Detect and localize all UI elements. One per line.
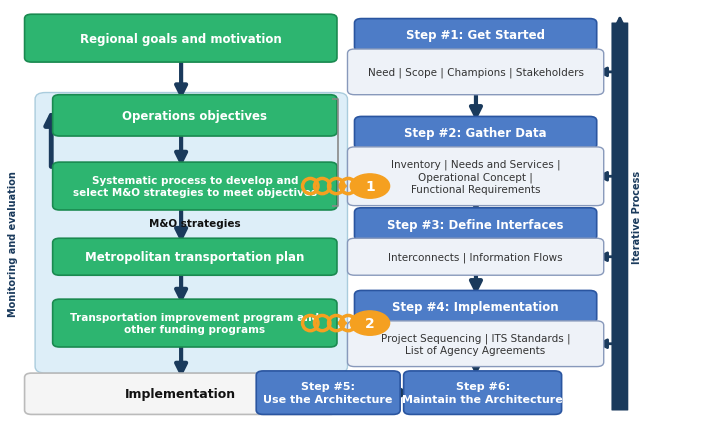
FancyBboxPatch shape	[53, 163, 337, 210]
Text: Project Sequencing | ITS Standards |
List of Agency Agreements: Project Sequencing | ITS Standards | Lis…	[380, 332, 571, 355]
Text: Step #5:
Use the Architecture: Step #5: Use the Architecture	[263, 381, 393, 404]
Text: Step #1: Get Started: Step #1: Get Started	[406, 30, 545, 42]
Text: Iterative Process: Iterative Process	[632, 171, 642, 263]
Text: Step #2: Gather Data: Step #2: Gather Data	[404, 127, 547, 140]
Text: 1: 1	[365, 180, 375, 194]
Text: Inventory | Needs and Services |
Operational Concept |
Functional Requirements: Inventory | Needs and Services | Operati…	[391, 159, 560, 195]
FancyBboxPatch shape	[347, 321, 604, 367]
FancyBboxPatch shape	[611, 23, 628, 411]
FancyBboxPatch shape	[25, 15, 337, 63]
Text: Need | Scope | Champions | Stakeholders: Need | Scope | Champions | Stakeholders	[368, 67, 583, 78]
Text: Monitoring and evaluation: Monitoring and evaluation	[8, 170, 18, 316]
Text: Step #4: Implementation: Step #4: Implementation	[392, 301, 559, 313]
FancyBboxPatch shape	[347, 239, 604, 276]
Text: Step #6:
Maintain the Architecture: Step #6: Maintain the Architecture	[402, 381, 563, 404]
Circle shape	[350, 174, 390, 199]
Text: Regional goals and motivation: Regional goals and motivation	[80, 33, 282, 46]
FancyBboxPatch shape	[347, 148, 604, 206]
Text: 2: 2	[365, 316, 375, 330]
FancyBboxPatch shape	[404, 371, 562, 414]
Text: Transportation improvement program and
other funding programs: Transportation improvement program and o…	[70, 312, 319, 335]
FancyBboxPatch shape	[256, 371, 400, 414]
Circle shape	[350, 311, 390, 335]
Text: Metropolitan transportation plan: Metropolitan transportation plan	[85, 251, 305, 263]
Text: M&O strategies: M&O strategies	[150, 219, 241, 228]
Text: Implementation: Implementation	[125, 388, 237, 400]
Text: Step #3: Define Interfaces: Step #3: Define Interfaces	[388, 218, 564, 231]
Text: Systematic process to develop and
select M&O strategies to meet objectives: Systematic process to develop and select…	[73, 175, 317, 198]
FancyBboxPatch shape	[53, 95, 337, 137]
FancyBboxPatch shape	[35, 93, 347, 373]
FancyBboxPatch shape	[53, 239, 337, 276]
FancyBboxPatch shape	[53, 299, 337, 347]
Text: Interconnects | Information Flows: Interconnects | Information Flows	[388, 252, 563, 263]
FancyBboxPatch shape	[355, 20, 597, 52]
FancyBboxPatch shape	[355, 208, 597, 241]
FancyBboxPatch shape	[347, 50, 604, 95]
FancyBboxPatch shape	[355, 117, 597, 150]
FancyBboxPatch shape	[355, 291, 597, 323]
FancyBboxPatch shape	[25, 373, 337, 414]
Text: Operations objectives: Operations objectives	[122, 110, 267, 122]
